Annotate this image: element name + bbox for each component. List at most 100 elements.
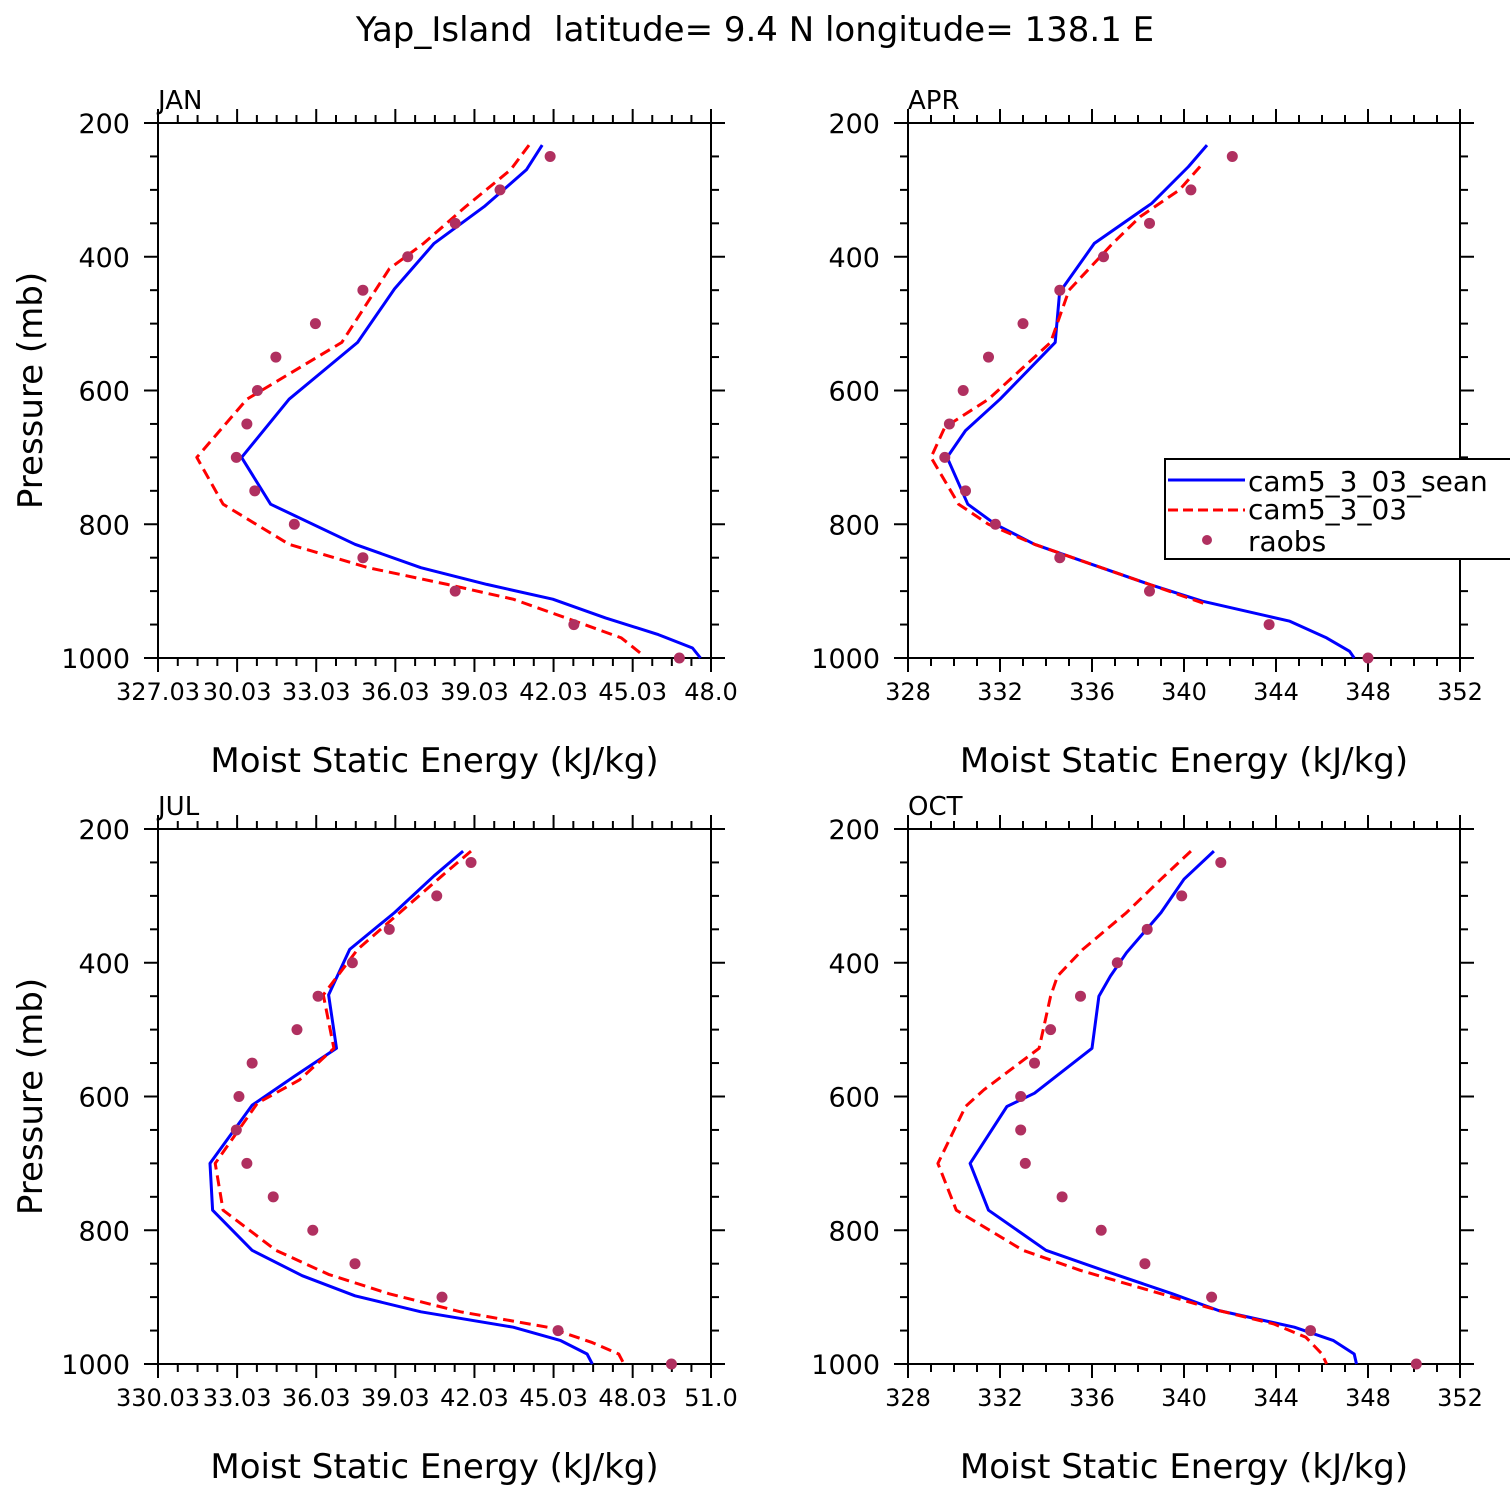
oct-xtick-label: 332 [977,1384,1023,1412]
jan-cam5-3-03-line [195,144,644,656]
legend-marker-raobs [1202,535,1212,545]
jan-raobs-point [402,251,414,263]
apr-raobs-point [1185,184,1197,196]
jul-panel-label: JUL [156,792,200,822]
apr-raobs-point [939,451,951,463]
oct-xtick-label: 328 [885,1384,931,1412]
jan-xtick-label: 327.03 [116,678,200,706]
jan-raobs-point [568,619,580,631]
oct-panel-label: OCT [908,792,963,822]
apr-xtick-label: 328 [885,678,931,706]
oct-raobs-point [1215,856,1227,868]
jan-raobs-point [449,217,461,229]
jul-ytick-label: 1000 [61,1350,130,1381]
jan-raobs-point [288,518,300,530]
oct-xtick-label: 340 [1161,1384,1207,1412]
jul-xtick-label: 36.03 [282,1384,351,1412]
legend-label-raobs: raobs [1248,525,1326,558]
panel-jan: 200 400 600 800 1000 327.03 30.03 33.03 36.03 39.… [11,86,738,781]
jan-raobs-point [449,585,461,597]
apr-raobs-point [1144,217,1155,229]
apr-xtick-label: 348 [1345,678,1391,706]
oct-raobs-point [1206,1291,1218,1303]
jan-raobs-point [357,552,369,564]
jan-ytick-label: 1000 [61,644,130,675]
oct-raobs-point [1139,1258,1151,1270]
jul-ytick-label: 800 [78,1216,130,1247]
jan-ytick-label: 400 [78,243,130,274]
apr-raobs-point [1144,585,1155,597]
apr-ytick-label: 400 [828,243,880,274]
jan-plot-frame [157,122,712,659]
oct-xaxis-label: Moist Static Energy (kJ/kg) [960,1447,1408,1487]
apr-cam5-3-03-sean-line [945,144,1356,659]
jul-xaxis-label: Moist Static Energy (kJ/kg) [210,1447,658,1487]
oct-raobs-point [1045,1024,1057,1036]
jul-raobs-point [267,1191,279,1203]
apr-ytick-label: 800 [828,510,880,541]
jan-raobs-point [249,485,261,497]
oct-raobs-point [1305,1325,1316,1337]
apr-ytick-label: 600 [828,377,880,408]
jan-raobs-point [494,184,506,196]
jan-ytick-label: 200 [78,109,130,140]
apr-xtick-label: 340 [1161,678,1207,706]
jan-xtick-label: 30.03 [203,678,272,706]
jan-raobs-point [241,418,253,430]
jan-ytick-label: 800 [78,510,130,541]
oct-raobs-point [1056,1191,1068,1203]
oct-ytick-label: 200 [828,815,880,846]
oct-ytick-label: 400 [828,949,880,980]
jul-raobs-point [307,1224,319,1236]
apr-raobs-point [989,518,1001,530]
jul-yaxis-label: Pressure (mb) [11,978,51,1215]
oct-raobs-point [1029,1057,1040,1069]
jan-xtick-label: 42.03 [519,678,588,706]
jan-raobs-point [309,318,321,330]
apr-cam5-3-03-line [929,165,1208,606]
apr-panel-label: APR [908,86,960,116]
jan-xtick-label: 39.03 [440,678,509,706]
jul-xtick-label: 42.03 [440,1384,509,1412]
jan-raobs-point [357,284,369,296]
jul-xtick-label: 48.03 [598,1384,667,1412]
apr-ytick-label: 1000 [811,644,880,675]
jan-xtick-label: 36.03 [361,678,430,706]
jan-cam5-3-03-sean-line [240,144,702,659]
jul-raobs-point [665,1358,677,1370]
apr-raobs-point [957,385,969,396]
figure-title: Yap_Island latitude= 9.4 N longitude= 13… [355,10,1155,50]
oct-raobs-point [1015,1091,1027,1102]
jul-raobs-point [552,1325,564,1337]
jul-xtick-label: 51.0 [684,1384,737,1412]
jul-raobs-point [383,923,395,935]
jul-raobs-point [346,957,358,969]
apr-xtick-label: 332 [977,678,1023,706]
jul-ytick-label: 600 [78,1083,130,1114]
jul-raobs-point [291,1024,303,1036]
apr-raobs-point [983,351,994,363]
oct-raobs-point [1176,890,1188,902]
apr-raobs-point [1054,284,1066,296]
jan-xtick-label: 48.0 [684,678,737,706]
oct-ytick-label: 1000 [811,1350,880,1381]
jul-raobs-point [241,1157,253,1169]
jan-xtick-label: 33.03 [282,678,351,706]
oct-xtick-label: 352 [1437,1384,1483,1412]
oct-ytick-label: 800 [828,1216,880,1247]
apr-raobs-point [1226,150,1238,162]
jan-yaxis-label: Pressure (mb) [11,272,51,509]
jul-raobs-point [233,1091,245,1102]
oct-cam5-3-03-sean-line [968,850,1358,1365]
apr-xtick-label: 352 [1437,678,1483,706]
apr-ytick-label: 200 [828,109,880,140]
legend-label-cam: cam5_3_03 [1248,493,1407,526]
apr-raobs-point [1054,552,1066,564]
jul-raobs-point [431,890,443,902]
oct-cam5-3-03-line [936,850,1328,1365]
jul-raobs-point [246,1057,258,1069]
oct-raobs-point [1015,1124,1027,1136]
apr-raobs-point [943,418,955,430]
jul-ytick-label: 400 [78,949,130,980]
